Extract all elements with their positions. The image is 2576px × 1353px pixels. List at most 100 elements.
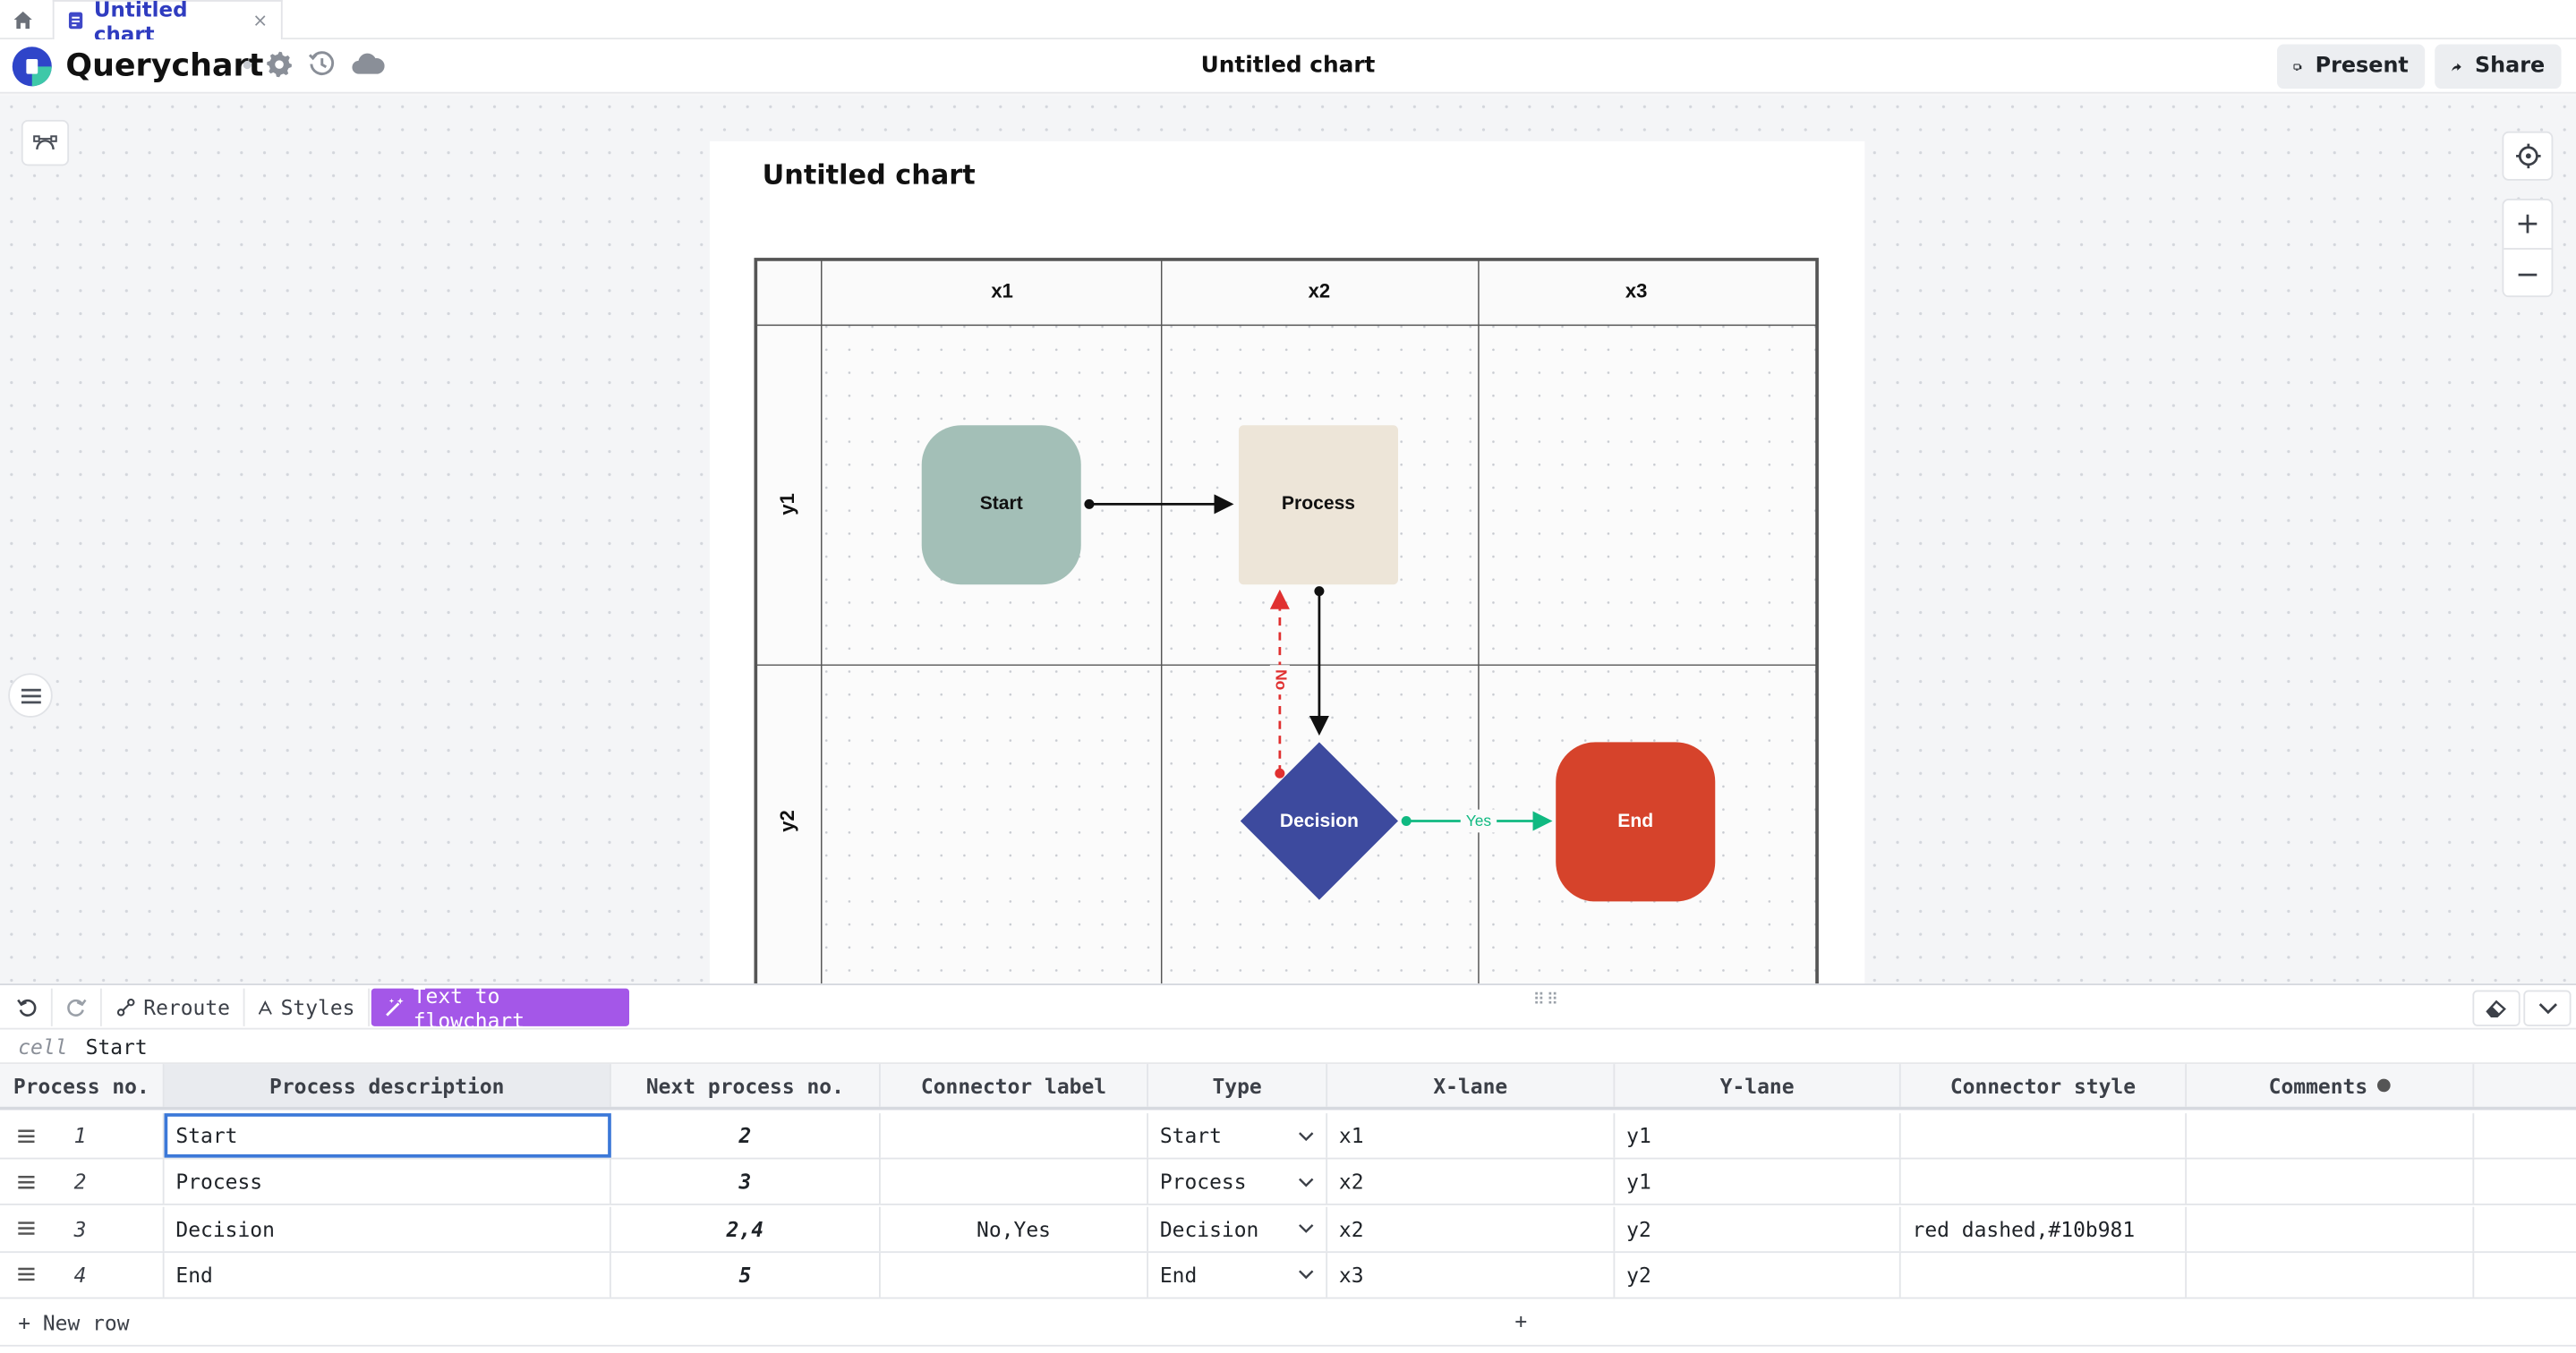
chevron-down-icon: [2538, 1003, 2557, 1015]
settings-gear-icon[interactable]: [265, 49, 294, 79]
home-button[interactable]: [0, 0, 46, 39]
next-process-cell[interactable]: 2: [611, 1113, 881, 1158]
drag-handle-icon[interactable]: [18, 1268, 35, 1282]
hamburger-menu-icon: [20, 687, 40, 703]
connector-style-cell[interactable]: [1901, 1252, 2188, 1298]
zoom-out-button[interactable]: −: [2515, 257, 2540, 292]
y-lane-cell[interactable]: y1: [1615, 1113, 1901, 1158]
cell-value[interactable]: Start: [85, 1034, 148, 1059]
row-number-cell[interactable]: 4: [0, 1252, 165, 1298]
x-lane-cell[interactable]: x2: [1327, 1160, 1616, 1204]
connector-label-yes: Yes: [1466, 812, 1492, 830]
app-header: Querychart Untitled chart Present Share: [0, 39, 2576, 94]
process-description-cell[interactable]: End: [165, 1252, 611, 1298]
row-spacer-cell: [2474, 1253, 2576, 1298]
row-number-cell[interactable]: 1: [0, 1113, 165, 1158]
add-column-button[interactable]: +: [1514, 1308, 1528, 1334]
type-select-cell[interactable]: End: [1148, 1252, 1328, 1298]
text-to-flowchart-button[interactable]: Text to flowchart: [371, 983, 629, 1032]
comments-cell[interactable]: [2187, 1205, 2475, 1251]
share-button[interactable]: Share: [2435, 44, 2562, 89]
type-select-cell[interactable]: Process: [1148, 1160, 1328, 1204]
connector-label-cell[interactable]: [881, 1252, 1149, 1298]
column-header-next-process-no[interactable]: Next process no.: [611, 1064, 881, 1107]
drag-handle-icon[interactable]: [18, 1128, 35, 1143]
styles-button[interactable]: Styles: [244, 988, 370, 1026]
type-value: Decision: [1159, 1215, 1259, 1241]
clear-button[interactable]: [2472, 990, 2521, 1026]
type-select-cell[interactable]: Decision: [1148, 1205, 1328, 1251]
undo-button[interactable]: [4, 988, 53, 1026]
node-decision-label: Decision: [1280, 811, 1359, 831]
drag-handle-icon[interactable]: [18, 1175, 35, 1189]
x-lane-cell[interactable]: x3: [1327, 1252, 1616, 1298]
new-row-bar: + New row +: [0, 1300, 2576, 1347]
document-title[interactable]: Untitled chart: [1200, 52, 1376, 80]
chevron-down-icon: [1299, 1178, 1314, 1187]
row-number-cell[interactable]: 3: [0, 1205, 165, 1251]
type-select-cell[interactable]: Start: [1148, 1113, 1328, 1158]
row-number-cell[interactable]: 2: [0, 1160, 165, 1204]
connector-label-cell[interactable]: No,Yes: [881, 1205, 1149, 1251]
y-lane-cell[interactable]: y2: [1615, 1205, 1901, 1251]
table-row[interactable]: 3 Decision 2,4 No,Yes Decision x2 y2 red dashed…: [0, 1205, 2576, 1253]
reroute-label: Reroute: [143, 995, 230, 1020]
comments-cell[interactable]: [2187, 1252, 2475, 1298]
new-row-button[interactable]: + New row: [18, 1310, 130, 1335]
styles-label: Styles: [280, 995, 355, 1020]
column-header-process-no[interactable]: Process no.: [0, 1064, 165, 1107]
node-end[interactable]: [1556, 742, 1716, 902]
next-process-cell[interactable]: 5: [611, 1252, 881, 1298]
column-header-y-lane[interactable]: Y-lane: [1615, 1064, 1901, 1107]
node-end-label: End: [1617, 811, 1653, 831]
node-process[interactable]: [1238, 425, 1399, 585]
table-row[interactable]: 4 End 5 End x3 y2: [0, 1252, 2576, 1299]
x-lane-cell[interactable]: x1: [1327, 1113, 1616, 1158]
y-lane-cell[interactable]: y1: [1615, 1160, 1901, 1204]
tab-close-button[interactable]: ×: [252, 10, 269, 31]
connector-style-cell[interactable]: [1901, 1113, 2188, 1158]
comments-cell[interactable]: [2187, 1160, 2475, 1204]
table-row[interactable]: 1 Start 2 Start x1 y1: [0, 1113, 2576, 1160]
column-header-connector-style[interactable]: Connector style: [1901, 1064, 2188, 1107]
collapse-panel-button[interactable]: [2523, 990, 2572, 1026]
node-start[interactable]: [921, 425, 1081, 585]
edit-path-tool-button[interactable]: [21, 119, 70, 166]
drag-handle-icon[interactable]: [18, 1221, 35, 1236]
next-process-cell[interactable]: 2,4: [611, 1205, 881, 1251]
sidebar-toggle-button[interactable]: [8, 673, 53, 718]
x-lane-cell[interactable]: x2: [1327, 1205, 1616, 1251]
redo-button[interactable]: [53, 988, 102, 1026]
connector-yes-dot: [1401, 815, 1412, 827]
column-header-process-description[interactable]: Process description: [164, 1064, 611, 1107]
recenter-button[interactable]: [2502, 131, 2554, 181]
process-description-cell[interactable]: Start: [164, 1113, 611, 1158]
present-button[interactable]: Present: [2277, 44, 2426, 89]
column-header-connector-label[interactable]: Connector label: [881, 1064, 1149, 1107]
present-icon: [2293, 63, 2302, 70]
connector-style-cell[interactable]: red dashed,#10b981: [1901, 1205, 2188, 1251]
connector-style-cell[interactable]: [1901, 1160, 2188, 1204]
process-description-cell[interactable]: Decision: [165, 1205, 611, 1251]
text-to-flowchart-label: Text to flowchart: [413, 983, 525, 1033]
next-process-cell[interactable]: 3: [611, 1160, 881, 1204]
share-arrow-icon: [2452, 62, 2461, 71]
app-name: Querychart: [65, 47, 264, 84]
comments-cell[interactable]: [2187, 1113, 2475, 1158]
column-header-comments[interactable]: Comments: [2187, 1064, 2475, 1107]
process-description-cell[interactable]: Process: [165, 1160, 611, 1204]
cloud-sync-icon[interactable]: [350, 51, 386, 77]
panel-resize-handle[interactable]: ⠿⠿: [1532, 991, 1561, 1010]
reroute-button[interactable]: Reroute: [104, 988, 245, 1026]
zoom-in-button[interactable]: +: [2503, 200, 2552, 250]
y-lane-cell[interactable]: y2: [1615, 1252, 1901, 1298]
table-row[interactable]: 2 Process 3 Process x2 y1: [0, 1160, 2576, 1206]
column-header-x-lane[interactable]: X-lane: [1327, 1064, 1616, 1107]
crosshair-icon: [2515, 143, 2540, 169]
tab-untitled-chart[interactable]: Untitled chart ×: [52, 0, 283, 45]
history-icon[interactable]: [307, 49, 337, 79]
column-header-type[interactable]: Type: [1148, 1064, 1328, 1107]
diagram-canvas[interactable]: + −: [0, 95, 2576, 984]
connector-label-cell[interactable]: [881, 1160, 1149, 1204]
connector-label-cell[interactable]: [881, 1113, 1149, 1158]
